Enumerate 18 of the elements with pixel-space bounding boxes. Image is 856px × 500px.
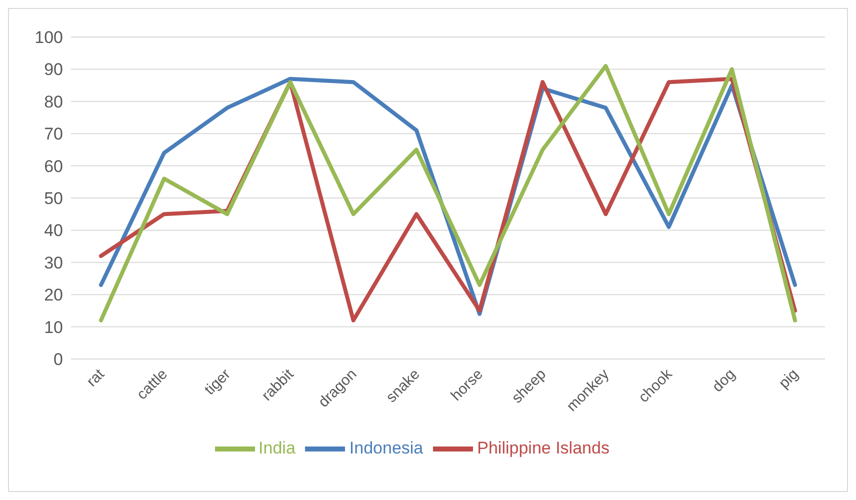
y-tick-label: 70 bbox=[44, 124, 63, 144]
legend-label: India bbox=[258, 438, 296, 458]
x-tick-label: rat bbox=[83, 365, 108, 390]
y-tick-label: 60 bbox=[44, 156, 63, 176]
y-tick-label: 50 bbox=[44, 189, 63, 208]
y-tick-label: 30 bbox=[44, 253, 63, 272]
x-tick-label: tiger bbox=[201, 366, 234, 398]
y-tick-label: 20 bbox=[44, 286, 63, 305]
legend-label: Philippine Islands bbox=[477, 438, 610, 458]
y-tick-label: 80 bbox=[44, 92, 63, 112]
y-tick-label: 0 bbox=[54, 350, 63, 370]
x-tick-label: dog bbox=[709, 366, 739, 396]
y-tick-label: 90 bbox=[44, 60, 63, 80]
y-tick-label: 10 bbox=[44, 318, 63, 337]
legend-label: Indonesia bbox=[349, 438, 424, 458]
y-tick-label: 100 bbox=[34, 28, 63, 48]
x-tick-label: pig bbox=[776, 366, 802, 392]
y-tick-label: 40 bbox=[44, 221, 63, 240]
